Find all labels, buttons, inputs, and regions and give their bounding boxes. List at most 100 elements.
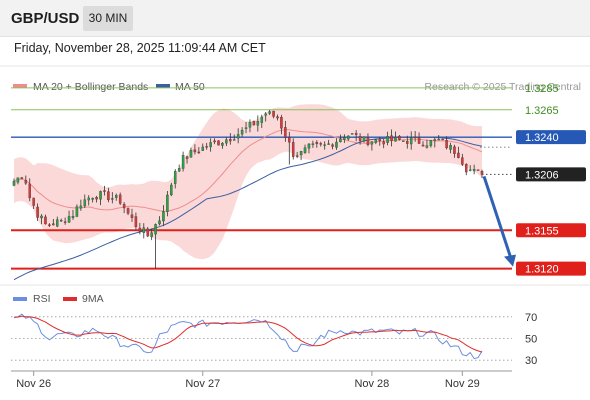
rsi-ma-legend-label: 9MA — [82, 293, 104, 305]
x-axis-ticks: Nov 26 Nov 27 Nov 28 Nov 29 — [16, 371, 480, 390]
candle-body — [288, 137, 291, 143]
x-tick-label: Nov 29 — [445, 378, 480, 390]
candle-body — [291, 142, 295, 157]
candle-body — [158, 220, 161, 225]
candle-body — [56, 219, 59, 227]
candle-body — [28, 183, 31, 199]
candle-body — [327, 143, 330, 145]
candle-body — [99, 191, 102, 200]
candle-body — [339, 138, 342, 143]
candle-body — [272, 110, 275, 117]
candle-body — [20, 177, 24, 180]
chart-datetime: Friday, November 28, 2025 11:09:44 AM CE… — [14, 41, 266, 55]
candle-body — [225, 139, 228, 144]
rsi-panel: 70 50 30 — [11, 312, 537, 367]
rsi-line — [13, 313, 483, 360]
candle-body — [256, 121, 260, 126]
forecast-arrow-shaft — [482, 175, 513, 260]
candle-body — [433, 139, 437, 142]
candle-body — [201, 146, 205, 151]
candle-body — [40, 215, 43, 219]
candle-body — [386, 136, 389, 143]
candle-body — [303, 147, 307, 153]
candle-body — [170, 184, 173, 196]
candle-body — [370, 141, 374, 145]
candle-body — [209, 142, 212, 148]
candle-body — [122, 204, 126, 209]
candle-body — [252, 121, 256, 126]
candle-body — [299, 151, 303, 156]
candle-body — [177, 168, 181, 172]
candle-body — [181, 155, 185, 169]
candle-body — [63, 221, 67, 223]
candle-body — [453, 146, 456, 154]
candle-body — [354, 133, 358, 135]
candle-body — [323, 144, 326, 146]
candle-body — [429, 139, 433, 146]
level-badge-5 — [516, 261, 586, 276]
moving-averages — [13, 129, 483, 281]
candle-body — [472, 169, 476, 172]
candle-body — [366, 137, 370, 145]
bollinger-band — [14, 104, 482, 260]
candle-body — [154, 224, 157, 235]
x-tick-label: Nov 26 — [16, 378, 51, 390]
candle-body — [134, 216, 138, 227]
candle-body — [358, 136, 362, 141]
candle-body — [264, 113, 267, 116]
candle-body — [52, 223, 55, 226]
candle-body — [197, 151, 201, 154]
level-label-3: 1.3206 — [525, 169, 559, 181]
candle-body — [394, 137, 397, 142]
candle-body — [115, 195, 118, 198]
candle-body — [480, 171, 484, 175]
candle-body — [284, 127, 287, 138]
candle-body — [213, 140, 216, 143]
candle-body — [295, 155, 299, 157]
level-badge-3 — [516, 167, 586, 182]
candle-body — [402, 140, 405, 142]
ma20-legend-label: MA 20 + Bollinger Bands — [33, 81, 148, 93]
chart-header: GBP/USD 30 MIN — [0, 0, 590, 37]
candle-body — [166, 194, 169, 212]
candle-body — [350, 133, 354, 135]
candle-body — [24, 180, 28, 184]
candle-body — [75, 206, 79, 217]
candle-body — [374, 139, 378, 143]
candle-body — [378, 138, 381, 142]
candle-body — [150, 232, 153, 237]
candle-body — [48, 224, 51, 226]
candle-body — [398, 135, 401, 140]
ma50-legend-swatch — [156, 84, 170, 88]
level-label-1: 1.3265 — [525, 105, 559, 117]
candle-body — [413, 136, 417, 138]
candle-body — [205, 146, 208, 148]
timeframe-button[interactable]: 30 MIN — [83, 6, 133, 31]
candle-body — [32, 197, 35, 206]
candle-body — [362, 136, 366, 142]
candle-body — [425, 145, 429, 148]
candle-body — [44, 216, 47, 225]
forecast-arrow — [482, 175, 516, 267]
price-level-labels: 1.3285 1.3265 1.3240 1.3206 1.3155 1.3120 — [516, 83, 586, 276]
level-label-2: 1.3240 — [525, 132, 559, 144]
rsi-ma-line — [13, 315, 483, 353]
candle-body — [173, 171, 177, 184]
candle-body — [83, 199, 87, 207]
candle-body — [67, 216, 71, 223]
level-label-0: 1.3285 — [525, 83, 559, 95]
candle-body — [465, 164, 468, 173]
candle-body — [193, 149, 197, 153]
rsi-level-label-30: 30 — [525, 355, 537, 367]
candle-body — [343, 137, 346, 140]
candle-body — [248, 122, 252, 128]
candle-body — [276, 116, 279, 119]
rsi-legend-label: RSI — [33, 293, 51, 305]
symbol-title: GBP/USD — [11, 10, 80, 27]
candle-body — [244, 127, 248, 129]
candle-body — [16, 177, 20, 183]
candle-body — [457, 152, 460, 158]
candle-body — [268, 111, 271, 114]
rsi-level-label-50: 50 — [525, 334, 537, 346]
level-label-4: 1.3155 — [525, 225, 559, 237]
